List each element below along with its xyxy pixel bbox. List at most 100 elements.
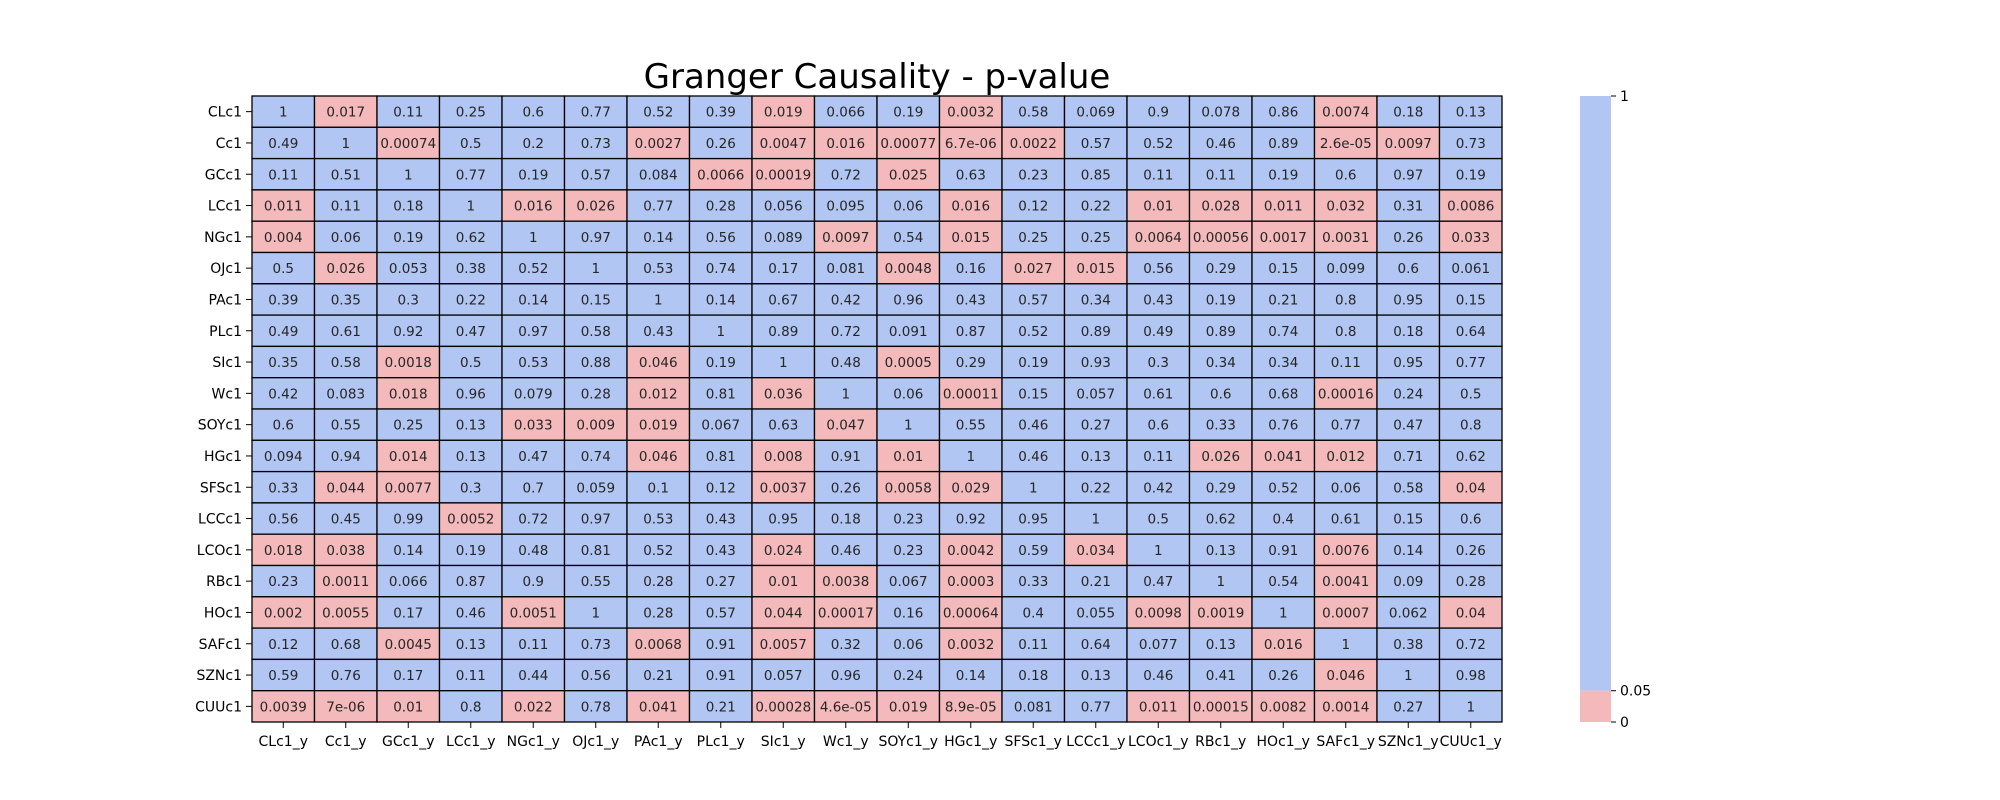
- heatmap-cell: [688, 95, 753, 128]
- heatmap-cell: [501, 439, 566, 473]
- cell-value-label: 0.19: [393, 230, 423, 246]
- column-tick-label: PLc1_y: [697, 734, 745, 750]
- cell-value-label: 2.6e-05: [1320, 136, 1372, 152]
- heatmap-cell: [626, 627, 691, 661]
- heatmap-cell: [313, 314, 378, 348]
- cell-value-label: 0.6: [523, 105, 544, 121]
- cell-value-label: 0.6: [1148, 418, 1169, 434]
- cell-value-label: 1: [341, 136, 350, 152]
- heatmap-cell: [376, 283, 441, 316]
- cell-value-label: 0.12: [1018, 199, 1048, 215]
- row-tick-label: CUUc1: [195, 699, 242, 715]
- cell-value-label: 0.00028: [755, 699, 811, 715]
- column-tick-label: CUUc1_y: [1440, 734, 1502, 750]
- cell-value-label: 0.00019: [755, 167, 811, 183]
- cell-value-label: 0.032: [1326, 199, 1365, 215]
- heatmap-cell: [376, 564, 441, 598]
- cell-value-label: 0.77: [643, 199, 673, 215]
- chart-title: Granger Causality - p-value: [644, 57, 1111, 97]
- heatmap-cell: [688, 283, 753, 316]
- cell-value-label: 0.015: [1076, 261, 1115, 277]
- cell-value-label: 0.22: [1081, 480, 1111, 496]
- cell-value-label: 0.56: [268, 512, 298, 528]
- cell-value-label: 0.89: [768, 324, 798, 340]
- heatmap-cell: [1251, 126, 1316, 160]
- cell-value-label: 0.033: [1451, 230, 1490, 246]
- heatmap-cell: [1251, 470, 1316, 504]
- heatmap-cell: [1063, 157, 1128, 191]
- cell-value-label: 0.96: [831, 668, 861, 684]
- cell-value-label: 0.0019: [1197, 605, 1244, 621]
- row-tick-label: Wc1: [212, 386, 242, 402]
- heatmap-cell: [688, 377, 753, 410]
- heatmap-cell: [876, 314, 941, 348]
- cell-value-label: 0.63: [768, 418, 798, 434]
- cell-value-label: 0.0039: [260, 699, 307, 715]
- heatmap-cell: [1376, 408, 1441, 441]
- cell-value-label: 0.13: [1456, 105, 1486, 121]
- heatmap-cell: [876, 283, 941, 316]
- cell-value-label: 0.55: [331, 418, 361, 434]
- heatmap-cell: [438, 251, 503, 285]
- cell-value-label: 0.0038: [822, 574, 869, 590]
- heatmap-cell: [1313, 502, 1378, 535]
- cell-value-label: 0.96: [893, 292, 923, 308]
- cell-value-label: 0.43: [706, 543, 736, 559]
- heatmap-cell: [1313, 189, 1378, 222]
- cell-value-label: 0.19: [456, 543, 486, 559]
- cell-value-label: 0.019: [639, 418, 678, 434]
- heatmap-cell: [938, 95, 1003, 128]
- cell-value-label: 0.57: [581, 167, 611, 183]
- cell-value-label: 0.73: [1456, 136, 1486, 152]
- cell-value-label: 0.27: [1081, 418, 1111, 434]
- cell-value-label: 0.8: [460, 699, 481, 715]
- cell-value-label: 0.11: [393, 105, 423, 121]
- cell-value-label: 1: [779, 355, 788, 371]
- heatmap-cell: [688, 596, 753, 629]
- cell-value-label: 0.89: [1206, 324, 1236, 340]
- row-tick-label: SAFc1: [199, 637, 242, 653]
- cell-value-label: 1: [1341, 637, 1350, 653]
- heatmap-cell: [1251, 314, 1316, 348]
- heatmap-cell: [1251, 690, 1316, 723]
- heatmap-cell: [1251, 627, 1316, 661]
- cell-value-label: 0.0042: [947, 543, 994, 559]
- cell-value-label: 0.67: [768, 292, 798, 308]
- row-tick-label: RBc1: [206, 574, 242, 590]
- cell-value-label: 0.14: [706, 292, 736, 308]
- cell-value-label: 0.4: [1023, 605, 1044, 621]
- cell-value-label: 0.0031: [1322, 230, 1369, 246]
- cell-value-label: 0.0007: [1322, 605, 1369, 621]
- heatmap-cell: [313, 690, 378, 723]
- heatmap-cell: [313, 251, 378, 285]
- heatmap-cell: [751, 220, 816, 254]
- heatmap-cell: [1188, 95, 1253, 128]
- cell-value-label: 0.00074: [380, 136, 436, 152]
- cell-value-label: 0.6: [1460, 512, 1481, 528]
- cell-value-label: 0.0032: [947, 637, 994, 653]
- cell-value-label: 0.28: [1456, 574, 1486, 590]
- cell-value-label: 0.0051: [510, 605, 557, 621]
- heatmap-cell: [1001, 377, 1066, 410]
- cell-value-label: 0.19: [893, 105, 923, 121]
- cell-value-label: 0.0097: [1385, 136, 1432, 152]
- cell-value-label: 0.56: [706, 230, 736, 246]
- cell-value-label: 1: [654, 292, 663, 308]
- cell-value-label: 0.0011: [322, 574, 369, 590]
- row-tick-label: HOc1: [204, 605, 242, 621]
- heatmap-cell: [1126, 157, 1191, 191]
- cell-value-label: 0.016: [951, 199, 990, 215]
- heatmap-cell: [813, 314, 878, 348]
- cell-value-label: 0.97: [581, 512, 611, 528]
- cell-value-label: 0.73: [581, 637, 611, 653]
- cell-value-label: 0.48: [831, 355, 861, 371]
- cell-value-label: 0.14: [1393, 543, 1423, 559]
- cell-value-label: 0.52: [518, 261, 548, 277]
- cell-value-label: 0.26: [1456, 543, 1486, 559]
- cell-value-label: 0.25: [456, 105, 486, 121]
- cell-value-label: 0.41: [1206, 668, 1236, 684]
- heatmap-cell: [376, 658, 441, 692]
- cell-value-label: 1: [1404, 668, 1413, 684]
- row-tick-label: SZNc1: [196, 668, 242, 684]
- cell-value-label: 0.34: [1081, 292, 1111, 308]
